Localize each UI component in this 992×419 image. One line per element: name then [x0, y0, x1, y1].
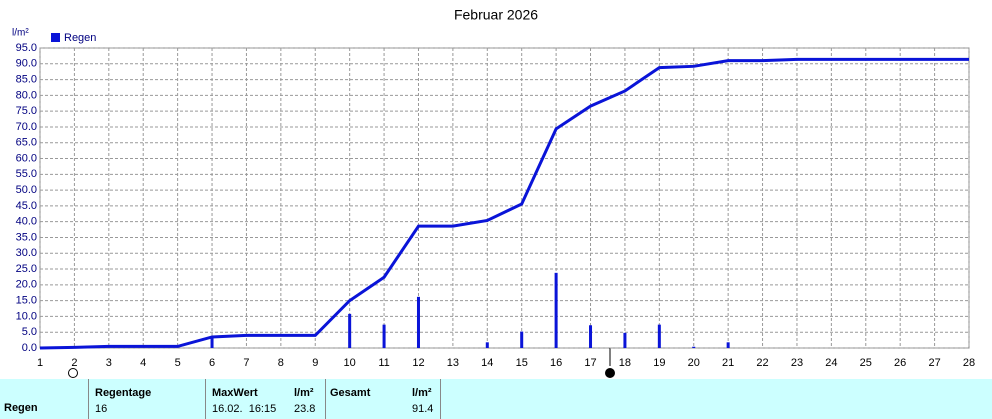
- header: l/m²: [412, 387, 432, 399]
- y-tick-label: 5.0: [22, 326, 37, 338]
- header: Regentage: [95, 387, 152, 399]
- bar: [348, 313, 352, 348]
- bar: [554, 272, 558, 348]
- y-tick-label: 55.0: [16, 168, 37, 180]
- y-tick-label: 30.0: [16, 247, 37, 259]
- x-tick-label: 13: [447, 357, 459, 369]
- x-tick-label: 24: [825, 357, 837, 369]
- bar: [589, 325, 593, 348]
- x-tick-label: 16: [550, 357, 562, 369]
- x-tick-label: 26: [894, 357, 906, 369]
- x-tick-label: 2: [71, 357, 77, 369]
- x-tick-label: 10: [344, 357, 356, 369]
- y-tick-label: 25.0: [16, 263, 37, 275]
- x-tick-label: 20: [688, 357, 700, 369]
- x-tick-label: 11: [378, 357, 389, 369]
- value: 16.02. 16:15: [212, 403, 277, 415]
- y-tick-label: 90.0: [16, 58, 37, 70]
- x-tick-label: 14: [481, 357, 493, 369]
- chart-title: Februar 2026: [454, 7, 538, 23]
- y-tick-label: 70.0: [16, 121, 37, 133]
- y-unit: l/m²: [12, 28, 29, 39]
- y-tick-label: 85.0: [16, 73, 37, 85]
- x-tick-label: 28: [963, 357, 975, 369]
- y-tick-label: 0.0: [22, 342, 37, 354]
- y-tick-label: 60.0: [16, 152, 37, 164]
- value: 91.4: [412, 403, 434, 415]
- x-tick-label: 9: [312, 357, 318, 369]
- y-tick-label: 80.0: [16, 89, 37, 101]
- y-tick-label: 20.0: [16, 279, 37, 291]
- x-tick-label: 6: [209, 357, 215, 369]
- bar: [657, 324, 661, 348]
- y-tick-label: 40.0: [16, 216, 37, 228]
- moon-icon: [68, 368, 78, 378]
- x-tick-label: 12: [412, 357, 424, 369]
- bar: [520, 331, 524, 348]
- row-label: Regen: [4, 402, 38, 414]
- bar: [623, 332, 627, 348]
- header: Gesamt: [330, 387, 371, 399]
- value: 23.8: [294, 403, 316, 415]
- value: 16: [95, 403, 108, 415]
- x-tick-label: 1: [37, 357, 43, 369]
- x-tick-label: 7: [243, 357, 249, 369]
- x-tick-label: 4: [140, 357, 146, 369]
- x-tick-label: 15: [516, 357, 528, 369]
- x-tick-label: 18: [619, 357, 631, 369]
- chart: Februar 2026 l/m² 0.0 5.0 10.0 15.0 20.0 25.0…: [12, 7, 975, 378]
- legend-swatch: [51, 33, 60, 42]
- legend-label: Regen: [64, 32, 96, 44]
- y-tick-label: 50.0: [16, 184, 37, 196]
- table-cell: Regentage 16: [89, 379, 206, 419]
- line: [39, 57, 969, 350]
- x-tick-label: 21: [722, 357, 734, 369]
- moon-icon: [605, 368, 615, 378]
- table-cell: Gesamt l/m² 91.4: [326, 379, 441, 419]
- header: l/m²: [294, 387, 314, 399]
- table-cell: Regen: [0, 379, 89, 419]
- y-tick-label: 75.0: [16, 105, 37, 117]
- y-tick-label: 35.0: [16, 231, 37, 243]
- bar: [726, 342, 730, 348]
- x-tick-label: 17: [584, 357, 596, 369]
- bar: [382, 324, 386, 348]
- x-tick-label: 8: [278, 357, 284, 369]
- x-tick-label: 22: [756, 357, 768, 369]
- y-tick-label: 65.0: [16, 137, 37, 149]
- x-tick-label: 27: [928, 357, 940, 369]
- bar: [485, 342, 489, 348]
- bar: [210, 336, 214, 348]
- table-cell: MaxWert l/m² 16.02. 16:15 23.8: [206, 379, 326, 419]
- x-tick-label: 3: [106, 357, 112, 369]
- plot-frame: [39, 47, 970, 349]
- bar: [692, 346, 696, 348]
- table-cell: [441, 379, 992, 419]
- y-tick-label: 10.0: [16, 310, 37, 322]
- x-tick-label: 5: [175, 357, 181, 369]
- y-tick-label: 95.0: [16, 42, 37, 54]
- y-tick-label: 15.0: [16, 295, 37, 307]
- header: MaxWert: [212, 387, 258, 399]
- x-tick-label: 25: [860, 357, 872, 369]
- x-tick-label: 19: [653, 357, 665, 369]
- bar: [416, 296, 420, 348]
- x-tick-label: 23: [791, 357, 803, 369]
- y-tick-label: 45.0: [16, 200, 37, 212]
